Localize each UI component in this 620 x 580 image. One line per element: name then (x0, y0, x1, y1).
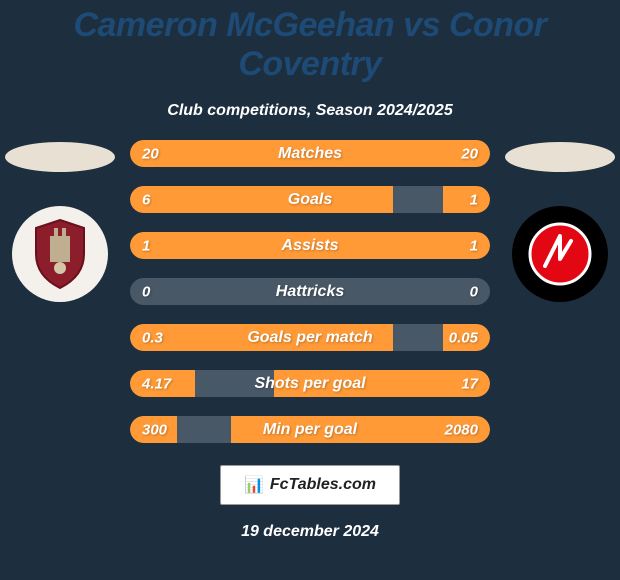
metric-row: Min per goal 300 2080 (130, 416, 490, 443)
player-left-ellipse (5, 142, 115, 172)
metric-label: Hattricks (276, 283, 344, 301)
metric-label: Matches (278, 145, 342, 163)
chart-icon: 📊 (244, 475, 264, 495)
player-left-crest (12, 206, 108, 302)
footer-date: 19 december 2024 (241, 523, 379, 541)
metric-value-right: 1 (470, 191, 478, 208)
bar-fill-left (130, 186, 393, 213)
metric-row: Goals per match 0.3 0.05 (130, 324, 490, 351)
metric-value-left: 20 (142, 145, 159, 162)
metric-value-left: 6 (142, 191, 150, 208)
bar-fill-right (443, 186, 490, 213)
page-title: Cameron McGeehan vs Conor Coventry (0, 6, 620, 84)
chart-area: Matches 20 20 Goals 6 1 Assists 1 1 Hattricks 0 0 Go… (0, 140, 620, 443)
metric-value-left: 4.17 (142, 375, 171, 392)
comparison-card: Cameron McGeehan vs Conor Coventry Club … (0, 0, 620, 580)
metric-row: Assists 1 1 (130, 232, 490, 259)
metric-row: Goals 6 1 (130, 186, 490, 213)
metric-label: Goals (288, 191, 332, 209)
metric-label: Min per goal (263, 421, 357, 439)
crest-right-icon (517, 211, 603, 297)
metric-row: Matches 20 20 (130, 140, 490, 167)
metric-value-right: 20 (461, 145, 478, 162)
crest-left-icon (20, 214, 100, 294)
player-right-column (500, 140, 620, 302)
brand-text: FcTables.com (270, 476, 376, 494)
metric-value-left: 300 (142, 421, 167, 438)
metric-value-left: 0 (142, 283, 150, 300)
metric-label: Assists (282, 237, 339, 255)
brand-badge[interactable]: 📊 FcTables.com (220, 465, 400, 505)
metric-label: Shots per goal (254, 375, 365, 393)
metric-value-left: 0.3 (142, 329, 163, 346)
metric-value-right: 17 (461, 375, 478, 392)
metric-label: Goals per match (247, 329, 372, 347)
metric-value-right: 1 (470, 237, 478, 254)
subtitle: Club competitions, Season 2024/2025 (167, 102, 452, 120)
metric-value-right: 0 (470, 283, 478, 300)
metric-value-left: 1 (142, 237, 150, 254)
player-right-ellipse (505, 142, 615, 172)
metric-row: Shots per goal 4.17 17 (130, 370, 490, 397)
metric-row: Hattricks 0 0 (130, 278, 490, 305)
metric-value-right: 2080 (445, 421, 478, 438)
metric-bars: Matches 20 20 Goals 6 1 Assists 1 1 Hattricks 0 0 Go… (130, 140, 490, 443)
player-left-column (0, 140, 120, 302)
metric-value-right: 0.05 (449, 329, 478, 346)
player-right-crest (512, 206, 608, 302)
